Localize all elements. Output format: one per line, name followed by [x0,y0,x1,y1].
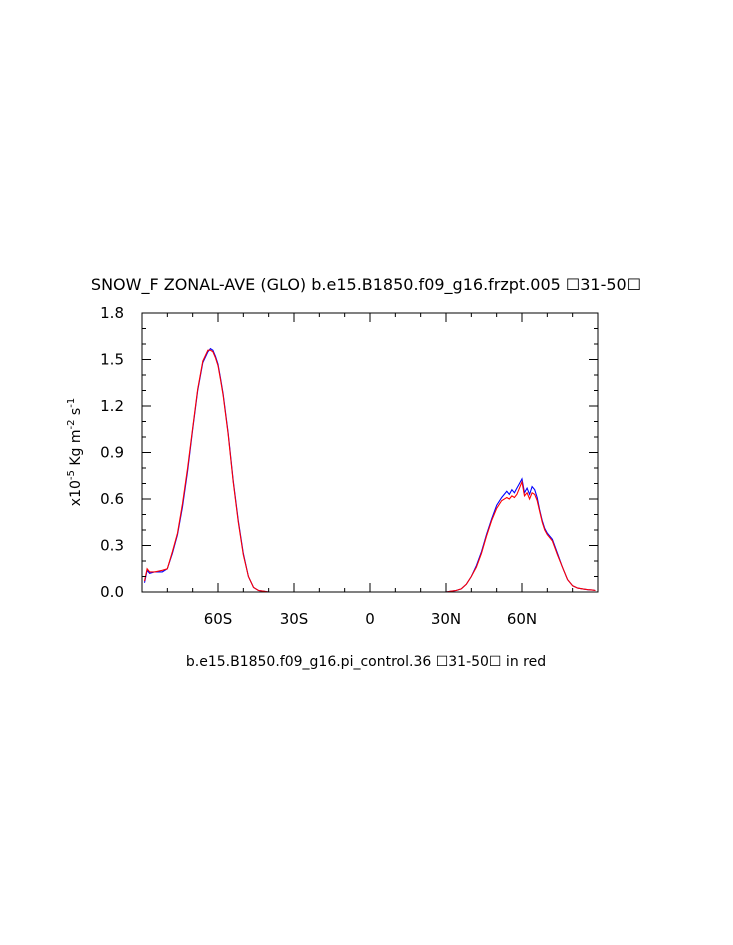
y-tick-label: 1.8 [100,304,124,322]
x-tick-label: 0 [365,610,375,628]
y-axis-title-exp2: -2 [66,420,77,430]
y-tick-label: 1.5 [100,351,124,369]
y-axis-title-prefix: x10 [68,480,84,506]
x-tick-label: 60N [507,610,537,628]
y-tick-label: 1.2 [100,397,124,415]
y-axis-title-s: s [68,408,84,420]
y-tick-label: 0.6 [100,490,124,508]
y-axis-title-exp3: -1 [66,398,77,408]
chart-title: SNOW_F ZONAL-AVE (GLO) b.e15.B1850.f09_g… [91,275,641,295]
series-line-1 [143,349,596,593]
x-axis-title: b.e15.B1850.f09_g16.pi_control.36 ☐31-50… [186,654,546,670]
y-tick-label: 0.3 [100,537,124,555]
plot-frame [141,312,599,593]
y-axis-title: x10-5 Kg m-2 s-1 [66,398,84,506]
y-tick-label: 0.0 [100,583,124,601]
plot-area: 0.0 0.3 0.6 0.9 1.2 1.5 1.8 60S 30S 0 30N 60N [100,304,599,628]
x-tick-label: 30N [431,610,461,628]
y-tick-label: 0.9 [100,444,124,462]
series-line-0 [143,347,596,593]
y-axis-title-exp: -5 [66,470,77,480]
x-tick-label: 60S [204,610,233,628]
y-axis-title-units: Kg m [68,430,84,471]
x-tick-label: 30S [280,610,309,628]
